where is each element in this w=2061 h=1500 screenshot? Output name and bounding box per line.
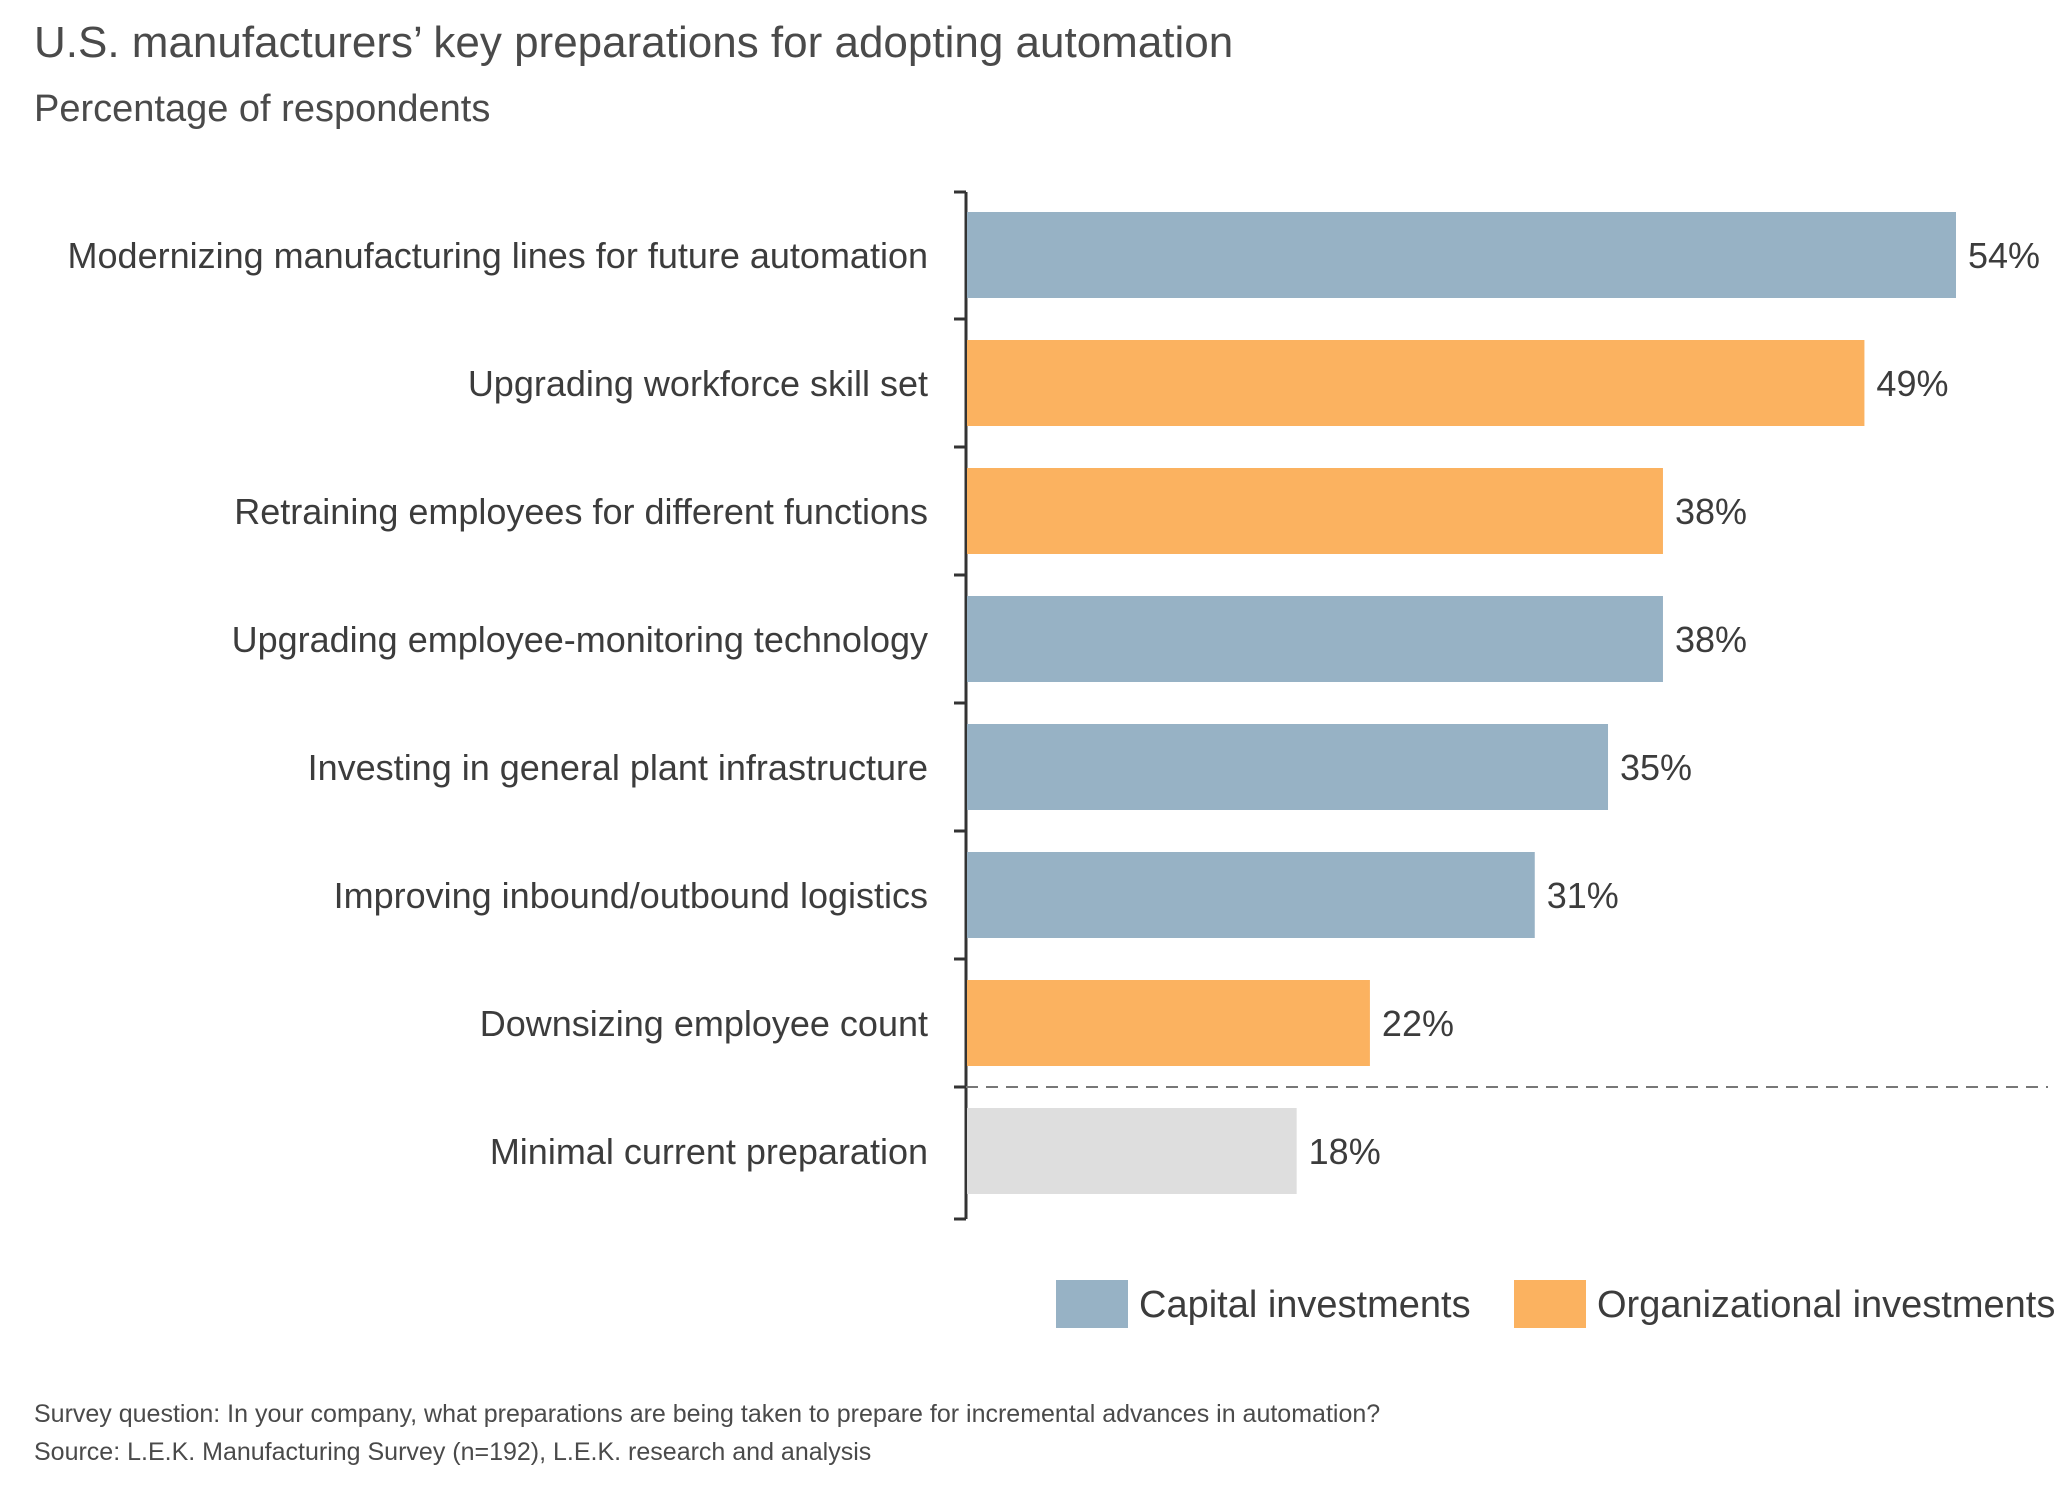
category-label-2: Upgrading workforce skill set	[468, 363, 928, 404]
category-label-5: Investing in general plant infrastructur…	[308, 747, 928, 788]
category-label-7: Downsizing employee count	[480, 1003, 928, 1044]
bar-2	[967, 340, 1865, 426]
category-label-4: Upgrading employee-monitoring technology	[232, 619, 928, 660]
value-label-8: 18%	[1309, 1131, 1381, 1172]
survey-question-note: Survey question: In your company, what p…	[34, 1400, 1381, 1428]
bars-layer	[967, 212, 1956, 1194]
bar-8	[967, 1108, 1297, 1194]
bar-4	[967, 596, 1663, 682]
category-label-1: Modernizing manufacturing lines for futu…	[68, 235, 928, 276]
bar-5	[967, 724, 1609, 810]
source-note: Source: L.E.K. Manufacturing Survey (n=1…	[34, 1438, 872, 1466]
value-label-2: 49%	[1876, 363, 1948, 404]
bar-7	[967, 980, 1370, 1066]
axis-layer	[954, 190, 2048, 1221]
chart-subtitle: Percentage of respondents	[34, 88, 491, 130]
legend-swatch-organizational	[1514, 1280, 1586, 1328]
bar-3	[967, 468, 1663, 554]
category-label-8: Minimal current preparation	[490, 1131, 928, 1172]
legend-swatch-capital	[1056, 1280, 1128, 1328]
legend-label-capital: Capital investments	[1139, 1284, 1471, 1326]
value-label-5: 35%	[1620, 747, 1692, 788]
legend: Capital investments Organizational invest…	[1056, 1280, 2055, 1328]
bar-6	[967, 852, 1535, 938]
chart-title: U.S. manufacturers’ key preparations for…	[34, 18, 1234, 67]
category-label-3: Retraining employees for different funct…	[234, 491, 928, 532]
bar-1	[967, 212, 1956, 298]
value-label-1: 54%	[1968, 235, 2040, 276]
value-label-4: 38%	[1675, 619, 1747, 660]
legend-label-organizational: Organizational investments	[1597, 1284, 2055, 1326]
value-label-6: 31%	[1547, 875, 1619, 916]
labels-layer: Modernizing manufacturing lines for futu…	[68, 235, 2041, 1172]
category-label-6: Improving inbound/outbound logistics	[334, 875, 928, 916]
value-label-3: 38%	[1675, 491, 1747, 532]
value-label-7: 22%	[1382, 1003, 1454, 1044]
